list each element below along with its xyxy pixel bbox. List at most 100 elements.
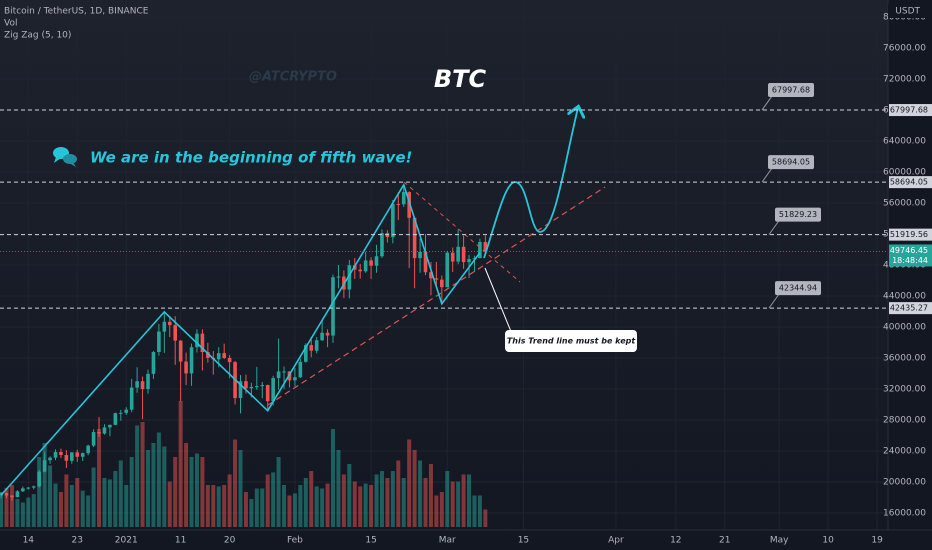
candle-body	[429, 272, 433, 279]
volume-bar	[418, 460, 423, 527]
candle-body	[91, 432, 96, 446]
volume-bar	[233, 439, 238, 527]
volume-bar	[91, 467, 96, 527]
x-tick-label: 21	[719, 536, 730, 546]
volume-bar	[151, 443, 156, 527]
candle-body	[31, 486, 36, 488]
x-tick-label: 14	[23, 536, 35, 546]
volume-bar	[107, 479, 112, 527]
y-tick-label: 76000.00	[883, 44, 926, 54]
volume-bar	[37, 457, 42, 527]
volume-bar	[113, 471, 118, 527]
volume-bar	[227, 474, 232, 527]
currency-bg	[888, 4, 932, 18]
candle-body	[124, 409, 129, 413]
candle-body	[53, 452, 58, 458]
y-tick-label: 32000.00	[883, 384, 926, 394]
volume-bar	[194, 453, 199, 527]
candle-body	[271, 378, 275, 402]
candle-body	[189, 347, 194, 374]
candle-body	[407, 192, 411, 218]
volume-bar	[48, 465, 53, 527]
volume-bar	[325, 483, 330, 527]
volume-bar	[249, 499, 254, 527]
candle-body	[276, 371, 281, 379]
y-tick-label: 36000.00	[883, 353, 926, 363]
volume-bar	[216, 486, 221, 527]
volume-bar	[102, 478, 107, 527]
candle-body	[21, 488, 25, 492]
callout-label: 58694.05	[772, 158, 810, 167]
candle-body	[70, 452, 74, 461]
candle-body	[369, 260, 373, 266]
candle-body	[282, 371, 286, 373]
volume-bar	[385, 478, 390, 527]
candle-body	[418, 251, 422, 259]
zigzag-line	[0, 182, 481, 496]
x-tick-label: Apr	[608, 536, 624, 546]
volume-bar	[162, 446, 167, 527]
y-tick-label: 64000.00	[883, 137, 926, 147]
symbol-label: BTC	[434, 65, 487, 93]
candle-body	[140, 381, 145, 390]
volume-bar	[309, 471, 314, 527]
levels: 67997.68 58694.05 51829.23 42344.94	[0, 83, 888, 309]
candle-body	[478, 241, 482, 259]
volume-bar	[298, 485, 303, 527]
volume-bar	[0, 492, 4, 527]
x-tick-label: 20	[224, 536, 236, 546]
x-tick-label: 10	[822, 536, 834, 546]
volume-bar	[178, 401, 183, 527]
callout-label: 67997.68	[772, 86, 810, 95]
volume-bar	[271, 472, 276, 527]
candle-body	[195, 333, 199, 348]
volume-bar	[205, 485, 210, 527]
candle-body	[173, 325, 178, 341]
x-tick-label: 15	[365, 536, 376, 546]
volume-bar	[146, 450, 150, 527]
callout-box	[775, 207, 821, 222]
time-axis	[0, 530, 932, 550]
volume-bar	[331, 429, 335, 527]
volume-bar	[407, 439, 412, 527]
x-tick-label: 12	[670, 536, 681, 546]
volume-bar	[156, 432, 161, 527]
volume-bar	[445, 471, 450, 527]
volume-bar	[363, 483, 368, 527]
candle-body	[4, 493, 9, 496]
candle-body	[244, 381, 248, 389]
candle-body	[108, 424, 112, 428]
volume-bar	[260, 488, 265, 527]
candle-body	[48, 457, 52, 461]
level-tag	[889, 176, 932, 189]
volume-bar	[347, 464, 352, 527]
volume-bar	[53, 483, 58, 527]
candle-body	[26, 487, 31, 489]
y-tick-label: 20000.00	[883, 477, 926, 487]
volume-bar	[439, 492, 444, 527]
candle-body	[97, 432, 101, 434]
candle-body	[401, 192, 406, 205]
candle-body	[113, 413, 118, 425]
candle-body	[309, 345, 314, 351]
volume-bar	[390, 471, 395, 527]
callout-pointer	[768, 293, 780, 309]
volume-bar	[336, 450, 341, 527]
last-price-tag	[889, 244, 932, 267]
note-box	[505, 330, 637, 352]
volume-bar	[129, 457, 134, 527]
candle-body	[396, 203, 401, 205]
volume-bar	[26, 497, 31, 527]
volume-bar	[401, 478, 406, 527]
y-tick-label: 40000.00	[883, 322, 926, 332]
candle-body	[86, 445, 90, 454]
callout-label: 51829.23	[779, 210, 817, 219]
projection-path	[483, 108, 578, 259]
candle-body	[314, 340, 319, 351]
volume-bar	[412, 450, 417, 527]
volume-bar	[211, 485, 216, 527]
candle-body	[412, 217, 417, 259]
volume-bar	[472, 495, 477, 527]
candle-body	[450, 252, 455, 262]
candle-body	[151, 352, 156, 374]
